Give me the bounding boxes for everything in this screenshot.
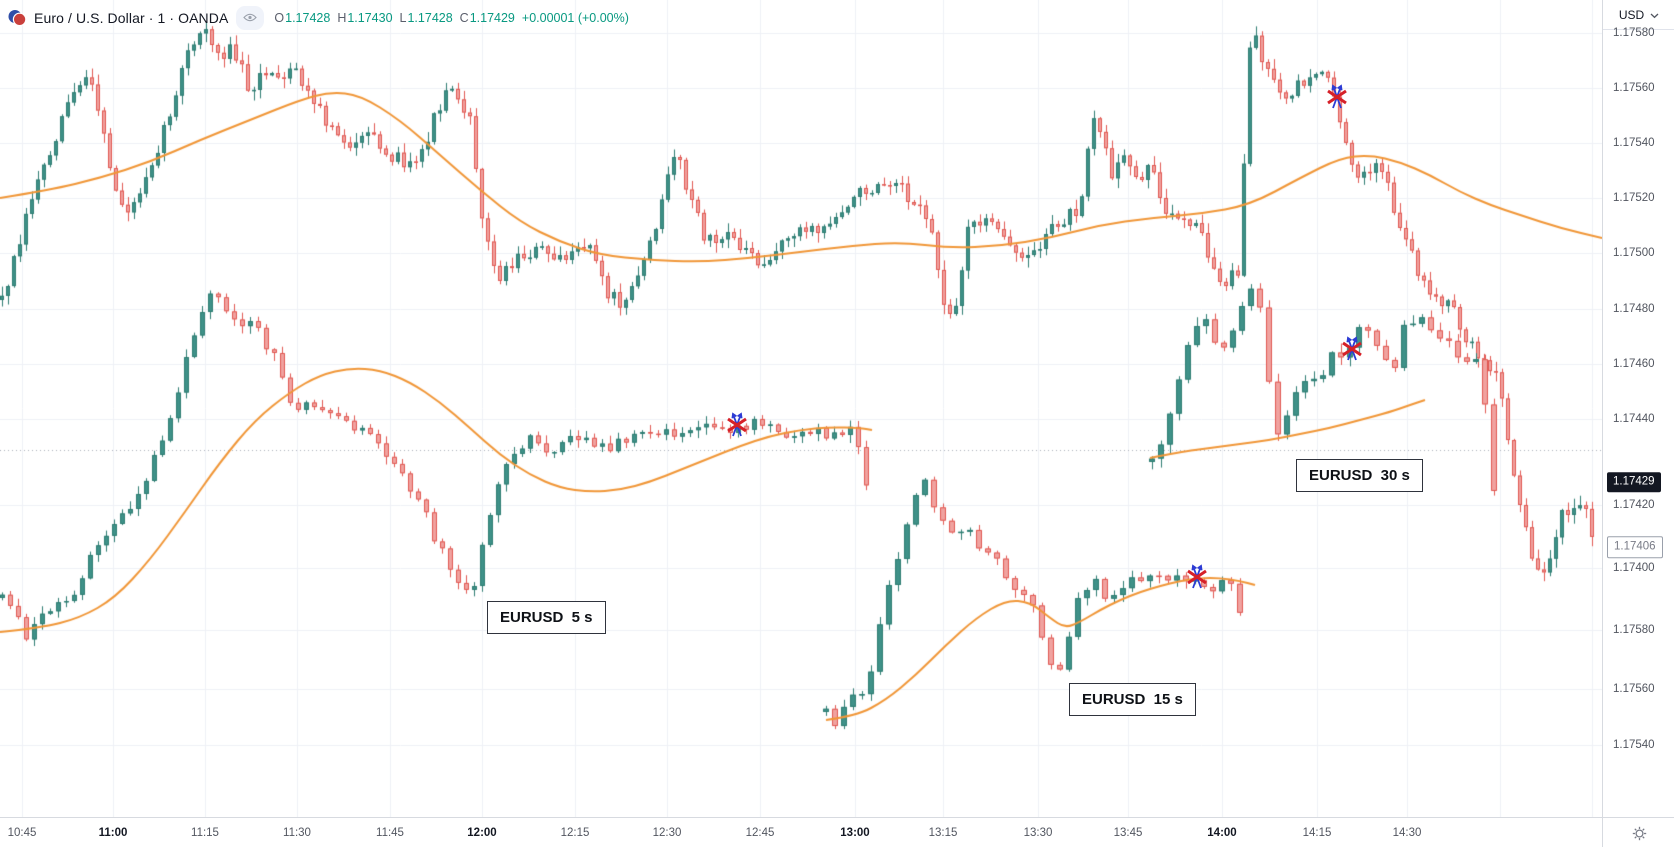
chevron-down-icon xyxy=(1650,8,1659,22)
price-tick-label: 1.17560 xyxy=(1613,82,1655,94)
time-tick-label: 13:00 xyxy=(840,827,870,839)
price-tick-label: 1.17580 xyxy=(1613,27,1655,39)
high-label: H xyxy=(337,11,347,25)
price-tick-label: 1.17460 xyxy=(1613,358,1655,370)
symbol-legend: Euro / U.S. Dollar · 1 · OANDA O 1.17428 … xyxy=(8,6,629,30)
price-tick-label: 1.17480 xyxy=(1613,303,1655,315)
time-tick-label: 11:45 xyxy=(376,827,404,839)
time-tick-label: 14:15 xyxy=(1302,827,1332,839)
price-tick-label: 1.17560 xyxy=(1613,683,1655,695)
price-tick-label: 1.17580 xyxy=(1613,624,1655,636)
time-tick-label: 14:30 xyxy=(1392,827,1422,839)
price-tick-label: 1.17540 xyxy=(1613,739,1655,751)
symbol-title[interactable]: Euro / U.S. Dollar · 1 · OANDA xyxy=(34,10,229,26)
low-value: 1.17428 xyxy=(407,11,453,25)
price-tick-label: 1.17440 xyxy=(1613,413,1655,425)
time-tick-label: 11:30 xyxy=(283,827,311,839)
trade-signal-marker[interactable] xyxy=(1324,84,1350,110)
time-tick-label: 12:30 xyxy=(652,827,682,839)
time-tick-label: 13:15 xyxy=(928,827,958,839)
time-tick-label: 10:45 xyxy=(7,827,37,839)
trade-signal-marker[interactable] xyxy=(724,412,750,438)
time-tick-label: 12:00 xyxy=(467,827,497,839)
price-axis[interactable]: USD 1.17580 1.17560 1.17540 1.17520 1.17500 1… xyxy=(1602,0,1674,817)
currency-selector[interactable]: USD xyxy=(1603,0,1674,30)
price-tick-label: 1.17400 xyxy=(1613,562,1655,574)
low-label: L xyxy=(399,11,407,25)
time-tick-label: 14:00 xyxy=(1207,827,1237,839)
chart-timeframe-label[interactable]: EURUSD 30 s xyxy=(1296,459,1423,492)
time-tick-label: 13:30 xyxy=(1023,827,1053,839)
close-value: 1.17429 xyxy=(469,11,515,25)
currency-label: USD xyxy=(1618,7,1645,22)
chart-area[interactable]: Euro / U.S. Dollar · 1 · OANDA O 1.17428 … xyxy=(0,0,1602,817)
high-value: 1.17430 xyxy=(347,11,393,25)
visibility-toggle[interactable] xyxy=(236,6,265,30)
settings-gear-icon[interactable] xyxy=(1632,826,1647,841)
trade-signal-marker[interactable] xyxy=(1339,336,1365,362)
price-tick-label: 1.17520 xyxy=(1613,192,1655,204)
ohlc-readout: O 1.17428 H 1.17430 L 1.17428 C 1.17429 +0.0… xyxy=(274,11,629,25)
price-change: +0.00001 (+0.00%) xyxy=(521,11,629,25)
close-label: C xyxy=(459,11,469,25)
chart-timeframe-label[interactable]: EURUSD 15 s xyxy=(1069,683,1196,716)
time-tick-label: 13:45 xyxy=(1113,827,1143,839)
time-tick-label: 12:15 xyxy=(560,827,590,839)
price-tick-label: 1.17500 xyxy=(1613,247,1655,259)
axis-corner xyxy=(1602,817,1674,847)
candlestick-chart-canvas[interactable] xyxy=(0,0,1602,817)
trade-signal-marker[interactable] xyxy=(1184,564,1210,590)
time-axis[interactable]: 10:45 11:00 11:15 11:30 11:45 12:00 12:15 12:30… xyxy=(0,817,1602,847)
open-label: O xyxy=(274,11,285,25)
chart-timeframe-label[interactable]: EURUSD 5 s xyxy=(487,601,606,634)
eye-icon xyxy=(243,9,258,27)
time-tick-label: 11:00 xyxy=(98,827,128,839)
price-tick-label: 1.17420 xyxy=(1613,499,1655,511)
symbol-pair-logo-icon xyxy=(8,9,26,27)
time-tick-label: 11:15 xyxy=(191,827,219,839)
secondary-price-badge: 1.17406 xyxy=(1607,536,1663,558)
price-tick-label: 1.17540 xyxy=(1613,137,1655,149)
current-price-badge: 1.17429 xyxy=(1607,472,1661,492)
open-value: 1.17428 xyxy=(285,11,331,25)
time-tick-label: 12:45 xyxy=(745,827,775,839)
